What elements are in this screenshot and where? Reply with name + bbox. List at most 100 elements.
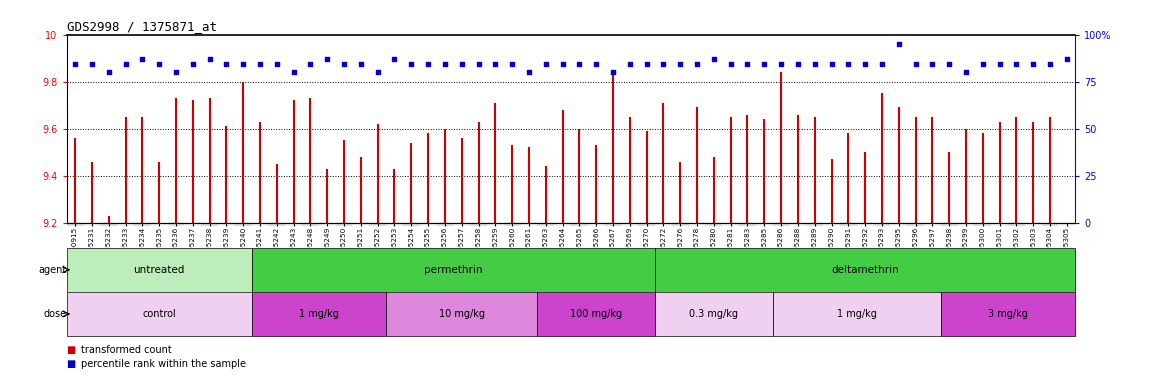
Text: agent: agent: [38, 265, 67, 275]
Point: [319, 56, 337, 62]
Text: GDS2998 / 1375871_at: GDS2998 / 1375871_at: [67, 20, 216, 33]
Bar: [941, 223, 958, 225]
Point: [150, 61, 168, 67]
Point: [805, 61, 823, 67]
Point: [923, 61, 942, 67]
Bar: [857, 223, 874, 225]
Bar: [151, 223, 168, 225]
Point: [604, 69, 622, 75]
Point: [452, 61, 470, 67]
Point: [284, 69, 302, 75]
Point: [621, 61, 639, 67]
Point: [233, 61, 252, 67]
Point: [66, 61, 84, 67]
Bar: [1042, 223, 1058, 225]
Point: [402, 61, 421, 67]
Text: 10 mg/kg: 10 mg/kg: [438, 309, 484, 319]
Bar: [168, 223, 184, 225]
Bar: [67, 292, 252, 336]
Point: [268, 61, 286, 67]
Bar: [941, 292, 1075, 336]
Bar: [470, 223, 486, 225]
Point: [184, 61, 202, 67]
Bar: [386, 223, 402, 225]
Text: 1 mg/kg: 1 mg/kg: [837, 309, 876, 319]
Point: [721, 61, 739, 67]
Bar: [874, 223, 890, 225]
Point: [100, 69, 118, 75]
Bar: [84, 223, 100, 225]
Point: [772, 61, 790, 67]
Bar: [537, 223, 554, 225]
Bar: [739, 223, 756, 225]
Bar: [319, 223, 336, 225]
Point: [637, 61, 655, 67]
Bar: [806, 223, 823, 225]
Text: percentile rank within the sample: percentile rank within the sample: [81, 359, 245, 369]
Text: ■: ■: [67, 359, 79, 369]
Bar: [235, 223, 252, 225]
Point: [990, 61, 1009, 67]
Point: [83, 61, 101, 67]
Point: [116, 61, 135, 67]
Bar: [352, 223, 369, 225]
Point: [906, 61, 925, 67]
Bar: [890, 223, 907, 225]
Bar: [201, 223, 218, 225]
Bar: [133, 223, 151, 225]
Bar: [453, 223, 470, 225]
Point: [1007, 61, 1026, 67]
Point: [553, 61, 572, 67]
Bar: [67, 248, 252, 292]
Point: [738, 61, 757, 67]
Bar: [252, 292, 386, 336]
Point: [133, 56, 152, 62]
Point: [167, 69, 185, 75]
Point: [856, 61, 874, 67]
Bar: [486, 223, 504, 225]
Bar: [705, 223, 722, 225]
Text: 1 mg/kg: 1 mg/kg: [299, 309, 339, 319]
Bar: [402, 223, 420, 225]
Bar: [840, 223, 857, 225]
Point: [469, 61, 488, 67]
Point: [570, 61, 589, 67]
Bar: [923, 223, 941, 225]
Point: [756, 61, 774, 67]
Point: [873, 61, 891, 67]
Text: 0.3 mg/kg: 0.3 mg/kg: [689, 309, 738, 319]
Point: [840, 61, 858, 67]
Point: [705, 56, 723, 62]
Bar: [268, 223, 285, 225]
Bar: [991, 223, 1009, 225]
Point: [537, 61, 555, 67]
Bar: [974, 223, 991, 225]
Point: [503, 61, 521, 67]
Bar: [184, 223, 201, 225]
Bar: [100, 223, 117, 225]
Bar: [369, 223, 386, 225]
Bar: [285, 223, 302, 225]
Text: permethrin: permethrin: [424, 265, 483, 275]
Bar: [537, 292, 656, 336]
Text: deltamethrin: deltamethrin: [831, 265, 899, 275]
Point: [335, 61, 353, 67]
Text: ■: ■: [67, 345, 79, 355]
Bar: [302, 223, 319, 225]
Point: [419, 61, 437, 67]
Text: dose: dose: [44, 309, 67, 319]
Bar: [504, 223, 521, 225]
Point: [301, 61, 320, 67]
Bar: [420, 223, 437, 225]
Point: [822, 61, 841, 67]
Bar: [521, 223, 537, 225]
Point: [1058, 56, 1076, 62]
Point: [890, 41, 908, 47]
Text: 3 mg/kg: 3 mg/kg: [988, 309, 1028, 319]
Bar: [336, 223, 352, 225]
Bar: [756, 223, 773, 225]
Text: untreated: untreated: [133, 265, 185, 275]
Bar: [656, 248, 1075, 292]
Bar: [605, 223, 621, 225]
Bar: [689, 223, 705, 225]
